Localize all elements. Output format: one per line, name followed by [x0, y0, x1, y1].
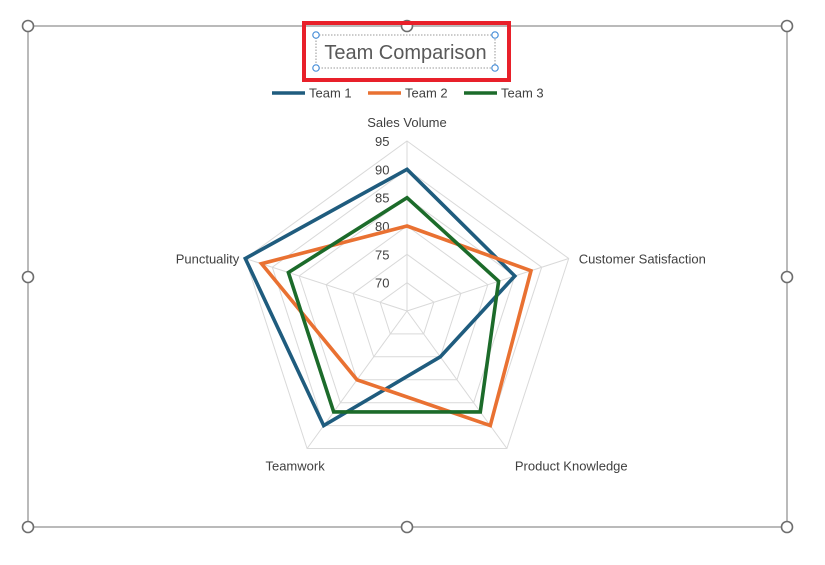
chart-legend[interactable]: Team 1 Team 2 Team 3 — [272, 86, 544, 101]
axis-label-teamwork: Teamwork — [265, 459, 325, 474]
axis-label-product-knowledge: Product Knowledge — [515, 459, 628, 474]
title-handle-top-left[interactable] — [312, 31, 320, 39]
grid-ring-70 — [379, 282, 435, 335]
grid-ring-90 — [271, 168, 543, 427]
tick-label: 90 — [375, 162, 389, 177]
axis-labels: Sales Volume Customer Satisfaction Product… — [176, 115, 706, 474]
resize-handle-bottom-left[interactable] — [21, 520, 35, 534]
data-series[interactable] — [242, 167, 534, 429]
tick-label: 70 — [375, 276, 389, 291]
resize-handle-top-left[interactable] — [21, 19, 35, 33]
tick-label: 85 — [375, 191, 389, 206]
title-highlight-box — [302, 21, 511, 82]
axis-label-punctuality: Punctuality — [176, 252, 240, 267]
resize-handle-middle-left[interactable] — [21, 270, 35, 284]
title-selection-box[interactable] — [315, 34, 496, 69]
resize-handle-top-right[interactable] — [780, 19, 794, 33]
grid-ring-80 — [325, 225, 489, 381]
grid-spoke — [406, 258, 569, 312]
axis-label-customer-satisfaction: Customer Satisfaction — [579, 252, 706, 267]
tick-label: 75 — [375, 247, 389, 262]
radar-grid — [244, 140, 570, 449]
grid-ring-85 — [298, 197, 516, 404]
legend-label-team-2: Team 2 — [405, 86, 448, 101]
legend-label-team-1: Team 1 — [309, 86, 352, 101]
grid-spoke — [245, 258, 408, 312]
axis-label-sales-volume: Sales Volume — [367, 115, 447, 130]
title-handle-bottom-left[interactable] — [312, 64, 320, 72]
series-team-2[interactable] — [258, 224, 534, 428]
grid-ring-75 — [352, 253, 462, 358]
grid-ring-95 — [244, 140, 570, 449]
tick-label: 95 — [375, 134, 389, 149]
title-handle-top-right[interactable] — [491, 31, 499, 39]
series-team-3[interactable] — [286, 195, 501, 414]
resize-handle-bottom-center[interactable] — [400, 520, 414, 534]
chart-title[interactable]: Team Comparison — [324, 42, 486, 64]
title-handles[interactable] — [312, 31, 499, 72]
resize-handle-bottom-right[interactable] — [780, 520, 794, 534]
legend-label-team-3: Team 3 — [501, 86, 544, 101]
resize-handle-middle-right[interactable] — [780, 270, 794, 284]
title-handle-bottom-right[interactable] — [491, 64, 499, 72]
